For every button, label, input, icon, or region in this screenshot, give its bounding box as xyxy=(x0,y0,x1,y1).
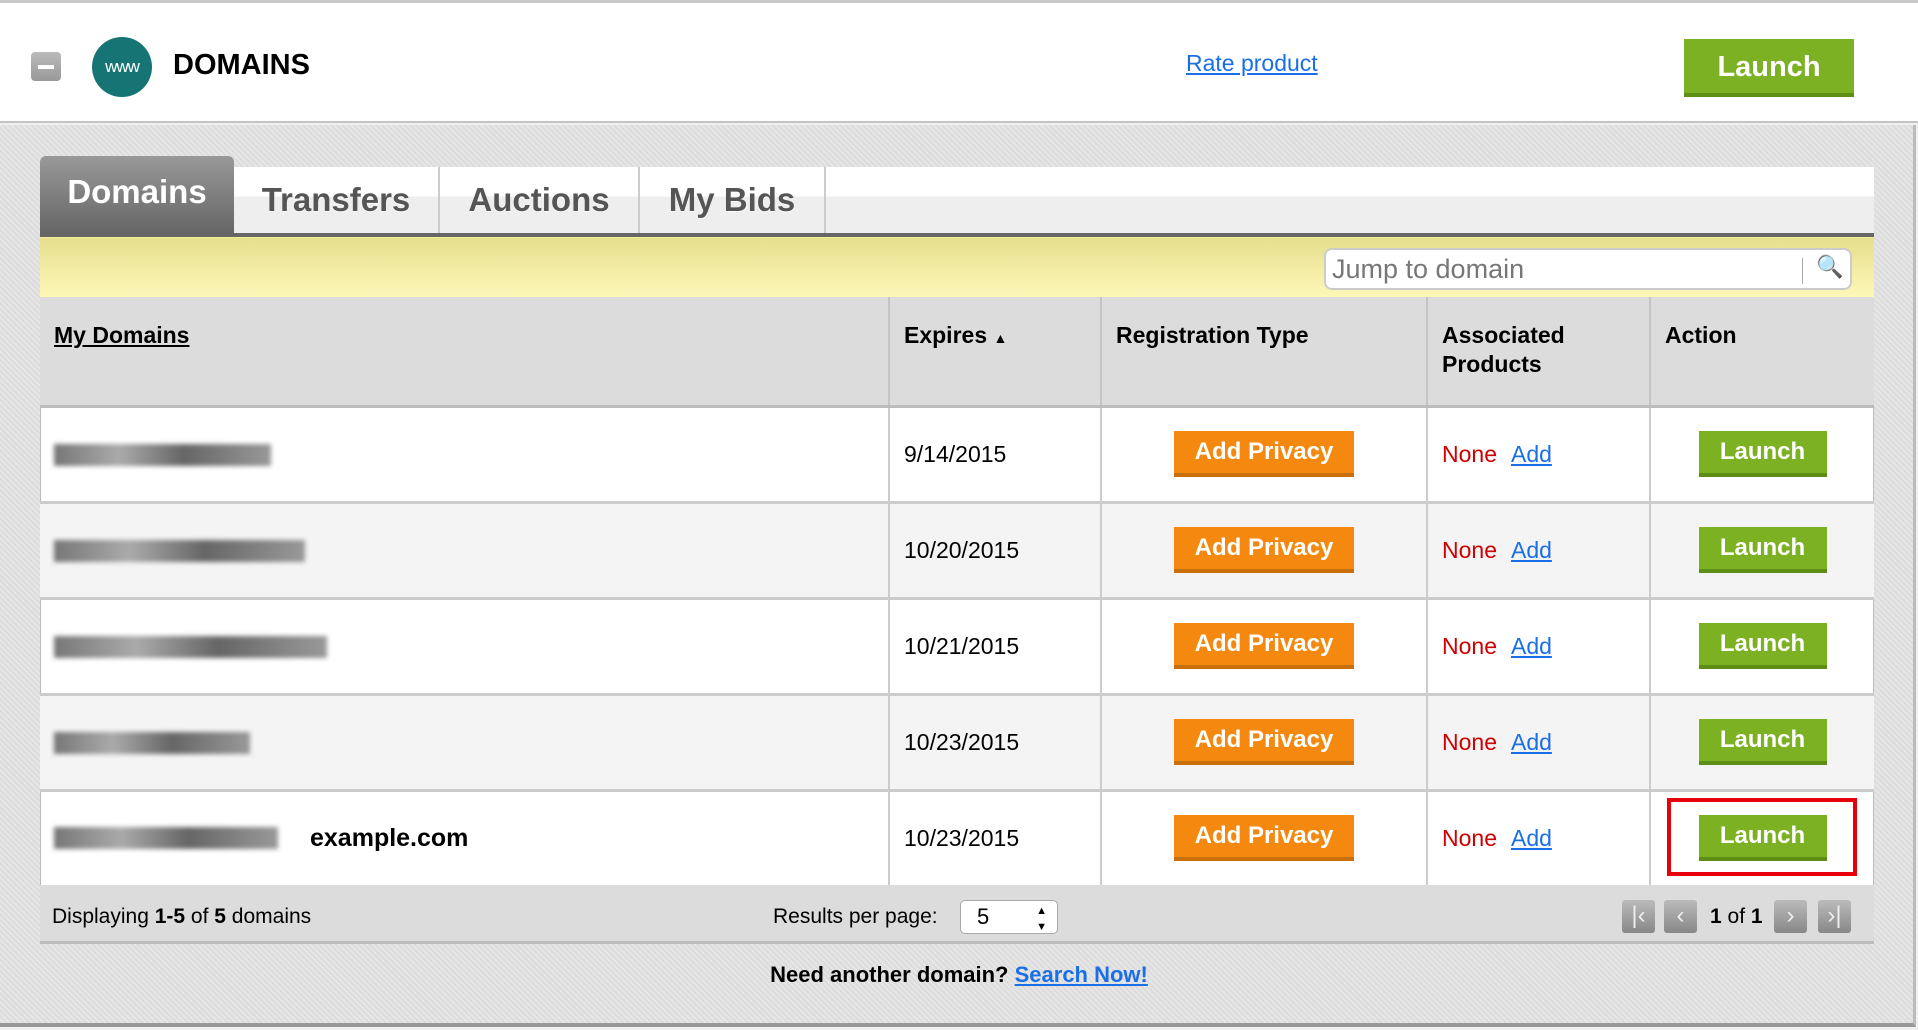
add-product-link[interactable]: Add xyxy=(1510,440,1552,467)
expires-cell: 9/14/2015 xyxy=(889,406,1102,504)
expires-cell: 10/23/2015 xyxy=(889,694,1102,792)
registration-cell: Add Privacy xyxy=(1101,502,1428,600)
expires-cell: 10/21/2015 xyxy=(889,598,1102,696)
col-action: Action xyxy=(1650,297,1874,408)
jump-to-domain-field[interactable]: 🔍 xyxy=(1324,248,1852,290)
registration-cell: Add Privacy xyxy=(1101,790,1428,888)
domain-cell: example.com xyxy=(40,790,890,888)
displaying-count: Displaying 1-5 of 5 domains xyxy=(52,905,312,928)
action-cell: Launch xyxy=(1650,598,1874,696)
app-header: www DOMAINS Rate product Launch xyxy=(0,0,1918,123)
domain-label: example.com xyxy=(310,823,469,852)
tab-my-bids[interactable]: My Bids xyxy=(640,167,826,233)
add-privacy-button[interactable]: Add Privacy xyxy=(1174,623,1354,669)
highlight-box xyxy=(1667,798,1857,876)
tab-transfers[interactable]: Transfers xyxy=(234,167,440,233)
blurred-domain-name[interactable] xyxy=(54,540,305,563)
products-cell: None Add xyxy=(1427,406,1651,504)
rate-product-link[interactable]: Rate product xyxy=(1186,50,1318,76)
header-launch-button[interactable]: Launch xyxy=(1684,39,1854,97)
expires-label[interactable]: Expires xyxy=(904,322,988,348)
products-cell: None Add xyxy=(1427,598,1651,696)
select-arrows-icon: ▲ ▼ xyxy=(1036,905,1047,933)
page-title: DOMAINS xyxy=(173,49,310,81)
page-indicator: 1 of 1 xyxy=(1710,905,1763,928)
add-privacy-button[interactable]: Add Privacy xyxy=(1174,719,1354,765)
next-page-icon[interactable]: › xyxy=(1774,900,1807,933)
add-product-link[interactable]: Add xyxy=(1510,536,1552,563)
add-privacy-button[interactable]: Add Privacy xyxy=(1174,527,1354,573)
tab-bar-fill xyxy=(826,167,1874,233)
col-expires[interactable]: Expires ▲ xyxy=(889,297,1102,408)
prev-page-icon[interactable]: ‹ xyxy=(1664,900,1697,933)
registration-cell: Add Privacy xyxy=(1101,406,1428,504)
table-row: 10/20/2015 Add Privacy None Add Launch xyxy=(40,502,1874,600)
products-none: None xyxy=(1442,536,1497,563)
sort-my-domains-link[interactable]: My Domains xyxy=(54,322,190,348)
search-now-link[interactable]: Search Now! xyxy=(1014,962,1148,987)
products-cell: None Add xyxy=(1427,502,1651,600)
tab-domains[interactable]: Domains xyxy=(40,156,234,233)
blurred-domain-name[interactable] xyxy=(54,444,271,467)
search-divider xyxy=(1802,258,1803,284)
col-my-domains[interactable]: My Domains xyxy=(40,297,890,408)
products-none: None xyxy=(1442,824,1497,851)
table-row: 10/23/2015 Add Privacy None Add Launch xyxy=(40,694,1874,792)
action-cell: Launch xyxy=(1650,502,1874,600)
products-cell: None Add xyxy=(1427,790,1651,888)
need-another-domain: Need another domain? Search Now! xyxy=(770,962,1148,987)
action-cell: Launch xyxy=(1650,790,1874,888)
results-per-page-label: Results per page: xyxy=(773,905,938,928)
add-product-link[interactable]: Add xyxy=(1510,824,1552,851)
products-none: None xyxy=(1442,440,1497,467)
domain-cell xyxy=(40,598,890,696)
results-per-page-select[interactable]: 5 ▲ ▼ xyxy=(960,900,1058,934)
sort-ascending-icon: ▲ xyxy=(993,330,1008,346)
tab-auctions[interactable]: Auctions xyxy=(440,167,640,233)
action-cell: Launch xyxy=(1650,406,1874,504)
table-row: 10/21/2015 Add Privacy None Add Launch xyxy=(40,598,1874,696)
launch-button[interactable]: Launch xyxy=(1698,719,1827,765)
search-icon[interactable]: 🔍 xyxy=(1816,254,1844,279)
domain-cell xyxy=(40,406,890,504)
last-page-icon[interactable]: ›| xyxy=(1818,900,1851,933)
launch-button[interactable]: Launch xyxy=(1698,623,1827,669)
blurred-domain-name[interactable] xyxy=(54,732,250,755)
launch-button[interactable]: Launch xyxy=(1698,815,1827,861)
table-footer: Displaying 1-5 of 5 domains Results per … xyxy=(40,885,1874,944)
table-header-row: My Domains Expires ▲ Registration Type A… xyxy=(40,297,1874,408)
domain-cell xyxy=(40,694,890,792)
domain-cell xyxy=(40,502,890,600)
expires-cell: 10/23/2015 xyxy=(889,790,1102,888)
registration-cell: Add Privacy xyxy=(1101,598,1428,696)
table-row: 9/14/2015 Add Privacy None Add Launch xyxy=(40,406,1874,504)
add-privacy-button[interactable]: Add Privacy xyxy=(1174,815,1354,861)
expires-cell: 10/20/2015 xyxy=(889,502,1102,600)
col-registration-type: Registration Type xyxy=(1101,297,1428,408)
products-none: None xyxy=(1442,728,1497,755)
col-associated-products: Associated Products xyxy=(1427,297,1651,408)
launch-button[interactable]: Launch xyxy=(1698,431,1827,477)
blurred-domain-name[interactable] xyxy=(54,827,278,850)
collapse-icon[interactable] xyxy=(31,52,61,81)
table-row: example.com 10/23/2015 Add Privacy None A… xyxy=(40,790,1874,888)
add-privacy-button[interactable]: Add Privacy xyxy=(1174,431,1354,477)
launch-button[interactable]: Launch xyxy=(1698,527,1827,573)
blurred-domain-name[interactable] xyxy=(54,636,327,659)
action-cell: Launch xyxy=(1650,694,1874,792)
first-page-icon[interactable]: |‹ xyxy=(1622,900,1655,933)
products-cell: None Add xyxy=(1427,694,1651,792)
tab-divider xyxy=(40,233,1874,237)
www-globe-icon: www xyxy=(92,37,152,97)
add-product-link[interactable]: Add xyxy=(1510,632,1552,659)
add-product-link[interactable]: Add xyxy=(1510,728,1552,755)
domains-table: My Domains Expires ▲ Registration Type A… xyxy=(40,297,1874,888)
registration-cell: Add Privacy xyxy=(1101,694,1428,792)
jump-to-domain-input[interactable] xyxy=(1332,252,1792,286)
products-none: None xyxy=(1442,632,1497,659)
